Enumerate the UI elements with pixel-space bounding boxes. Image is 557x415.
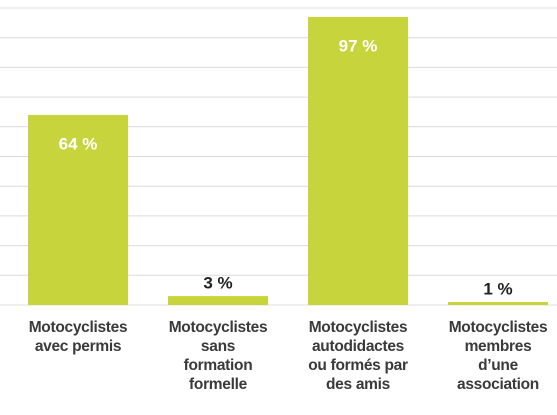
bar [448, 302, 548, 305]
value-label: 3 % [203, 274, 232, 293]
x-tick-label: Motocyclistes sans formation formelle [168, 319, 268, 393]
bar [28, 114, 128, 305]
x-tick-label: Motocyclistes autodidactes ou formés par… [308, 319, 408, 393]
x-tick-label: Motocyclistes avec permis [28, 319, 128, 355]
x-tick-label: Motocyclistes membres d’une association [448, 319, 548, 393]
value-label: 97 % [339, 36, 378, 55]
value-label: 64 % [59, 134, 98, 153]
bar [308, 16, 408, 305]
value-label: 1 % [483, 280, 512, 299]
bar [168, 296, 268, 305]
